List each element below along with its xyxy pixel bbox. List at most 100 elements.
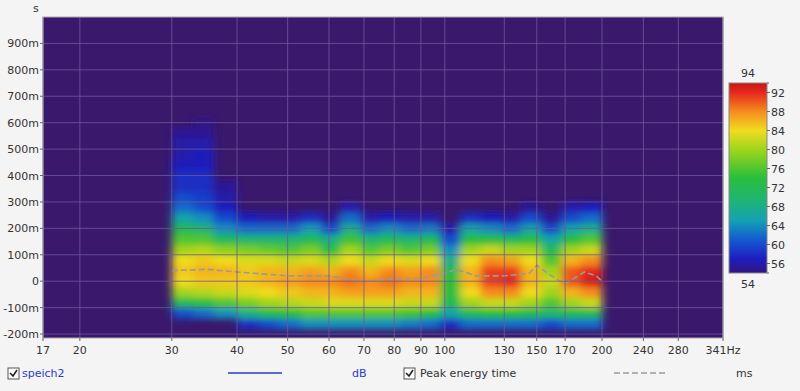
- heat-cell: [400, 297, 422, 308]
- grid-line: [43, 281, 723, 282]
- heat-cell: [480, 308, 501, 319]
- color-bar-label: 64: [771, 220, 785, 233]
- heat-cell: [581, 297, 603, 308]
- grid-line: [602, 17, 603, 338]
- heat-cell: [480, 234, 501, 245]
- heat-cell: [561, 244, 581, 255]
- color-bar-tick: [767, 149, 770, 150]
- grid-line: [420, 17, 421, 338]
- y-tick-label: 800m: [7, 64, 39, 77]
- grid-line: [444, 17, 445, 338]
- heat-cell: [541, 234, 561, 245]
- tick: [602, 338, 603, 341]
- heat-cell: [193, 255, 213, 266]
- grid-line: [237, 17, 238, 338]
- heat-cell: [541, 213, 561, 224]
- grid-line: [43, 228, 723, 229]
- x-tick-label: 341Hz: [705, 344, 740, 357]
- heat-cell: [440, 255, 461, 266]
- heat-cell: [278, 234, 301, 245]
- heat-cell: [193, 191, 213, 202]
- color-bar-label: 92: [771, 87, 785, 100]
- heat-cell: [340, 297, 361, 308]
- heat-cell: [380, 318, 401, 329]
- heat-cell: [301, 234, 322, 245]
- heat-cell: [301, 255, 322, 266]
- legend-swatch: [228, 372, 282, 374]
- heat-cell: [321, 308, 340, 319]
- heat-cell: [193, 128, 213, 139]
- color-bar-tick: [767, 83, 769, 84]
- color-bar-label: 72: [771, 182, 785, 195]
- grid-line: [43, 334, 723, 335]
- grid-line: [43, 122, 723, 123]
- grid-line: [43, 201, 723, 202]
- tick: [40, 96, 43, 97]
- y-tick-label: 900m: [7, 37, 39, 50]
- heat-cell: [541, 255, 561, 266]
- color-bar-tick: [767, 206, 770, 207]
- tick: [40, 334, 43, 335]
- y-tick-label: 200m: [7, 222, 39, 235]
- heat-cell: [213, 202, 237, 213]
- y-tick-label: 700m: [7, 90, 39, 103]
- x-tick-label: 150: [526, 344, 547, 357]
- grid-line: [43, 254, 723, 255]
- heat-cell: [480, 244, 501, 255]
- heat-cell: [193, 181, 213, 192]
- tick: [504, 338, 505, 341]
- heat-cell: [213, 308, 237, 319]
- heat-cell: [172, 213, 194, 224]
- grid-line: [536, 17, 537, 338]
- heat-cell: [440, 308, 461, 319]
- color-bar-label: 88: [771, 106, 785, 119]
- heat-cell: [213, 297, 237, 308]
- color-bar-tick: [767, 130, 770, 131]
- heat-cell: [561, 297, 581, 308]
- heat-cell: [440, 244, 461, 255]
- tick: [79, 338, 80, 341]
- heat-cell: [421, 308, 441, 319]
- heat-cell: [480, 318, 501, 329]
- heat-cell: [400, 265, 422, 276]
- heat-cell: [521, 213, 542, 224]
- heat-cell: [521, 202, 542, 213]
- legend-checkbox[interactable]: [404, 368, 415, 379]
- grid-line: [43, 69, 723, 70]
- heat-cell: [301, 244, 322, 255]
- heat-cell: [581, 255, 603, 266]
- heat-cell: [193, 149, 213, 160]
- heat-cell: [380, 255, 401, 266]
- heat-cell: [460, 255, 481, 266]
- heat-cell: [440, 318, 461, 329]
- tick: [40, 228, 43, 229]
- y-tick-label: 0: [32, 275, 39, 288]
- heat-cell: [237, 244, 259, 255]
- tick: [536, 338, 537, 341]
- heat-cell: [193, 286, 213, 297]
- heat-cell: [460, 244, 481, 255]
- y-tick-label: 300m: [7, 196, 39, 209]
- y-tick-label: 500m: [7, 143, 39, 156]
- tick: [40, 281, 43, 282]
- heat-cell: [400, 308, 422, 319]
- plot-area: [43, 17, 723, 338]
- heat-cell: [193, 213, 213, 224]
- tick: [40, 307, 43, 308]
- chart: 1720304050607080901001301501702002402803…: [0, 0, 800, 391]
- legend-checkbox[interactable]: [8, 368, 19, 379]
- heat-cell: [421, 213, 441, 224]
- tick: [40, 254, 43, 255]
- heat-cell: [400, 244, 422, 255]
- heat-cell: [172, 202, 194, 213]
- heat-cell: [172, 297, 194, 308]
- tick: [643, 338, 644, 341]
- heat-cell: [581, 308, 603, 319]
- heat-cell: [421, 255, 441, 266]
- heat-cell: [400, 213, 422, 224]
- heat-cell: [213, 181, 237, 192]
- heat-cell: [278, 308, 301, 319]
- heat-cell: [321, 213, 340, 224]
- heat-cell: [561, 202, 581, 213]
- heat-cell: [460, 308, 481, 319]
